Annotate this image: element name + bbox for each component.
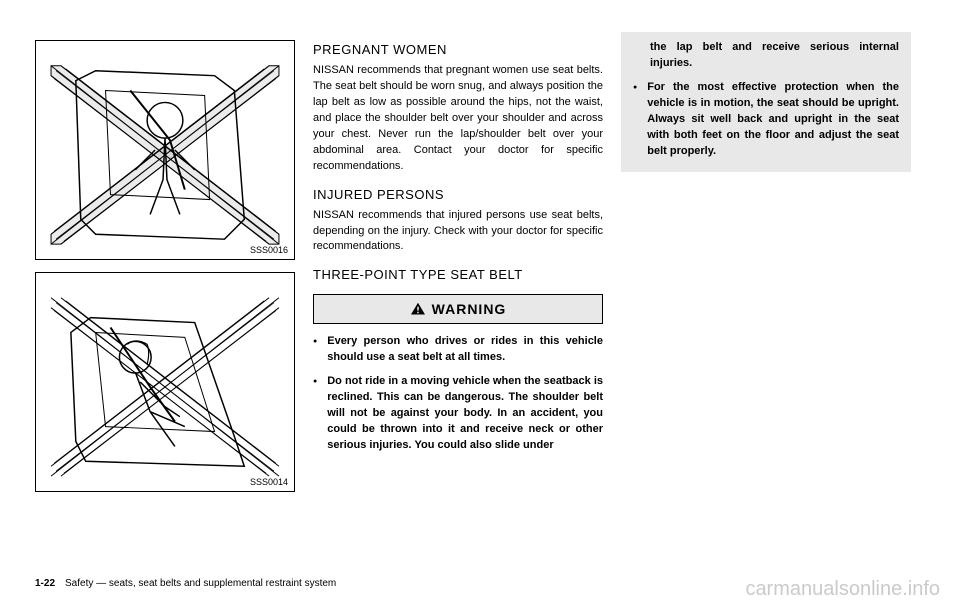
page-content: SSS0016 (0, 0, 960, 555)
bullet-effective-protection: For the most effective protection when t… (633, 80, 899, 160)
warning-box: WARNING (313, 294, 603, 324)
heading-pregnant-women: PREGNANT WOMEN (313, 42, 603, 57)
figure-1: SSS0016 (35, 40, 295, 260)
para-injured: NISSAN recommends that injured persons u… (313, 208, 603, 256)
seatbelt-reclined-illustration (36, 273, 294, 491)
warning-label: WARNING (432, 301, 507, 317)
seatbelt-child-illustration (36, 41, 294, 259)
warning-continuation-box: the lap belt and receive serious interna… (621, 32, 911, 172)
page-footer: 1-22 Safety — seats, seat belts and supp… (35, 578, 336, 589)
column-1: SSS0016 (35, 40, 295, 535)
warning-triangle-icon (410, 302, 426, 316)
bullet-do-not-ride: Do not ride in a moving vehicle when the… (313, 374, 603, 454)
watermark: carmanualsonline.info (745, 578, 940, 601)
figure-2-label: SSS0014 (250, 477, 288, 487)
warning-bullets-col3: For the most effective protection when t… (633, 80, 899, 160)
section-title: Safety — seats, seat belts and supplemen… (65, 578, 336, 589)
para-pregnant: NISSAN recommends that pregnant wo­men u… (313, 63, 603, 175)
column-2: PREGNANT WOMEN NISSAN recommends that pr… (313, 40, 603, 535)
column-3: the lap belt and receive serious interna… (621, 40, 911, 535)
bullet-every-person: Every person who drives or rides in this… (313, 334, 603, 366)
figure-2: SSS0014 (35, 272, 295, 492)
heading-three-point: THREE-POINT TYPE SEAT BELT (313, 267, 603, 282)
warning-bullets-col2: Every person who drives or rides in this… (313, 334, 603, 462)
figure-1-label: SSS0016 (250, 245, 288, 255)
heading-injured-persons: INJURED PERSONS (313, 187, 603, 202)
page-number: 1-22 (35, 578, 55, 589)
bullet-continuation: the lap belt and receive serious interna… (633, 40, 899, 72)
